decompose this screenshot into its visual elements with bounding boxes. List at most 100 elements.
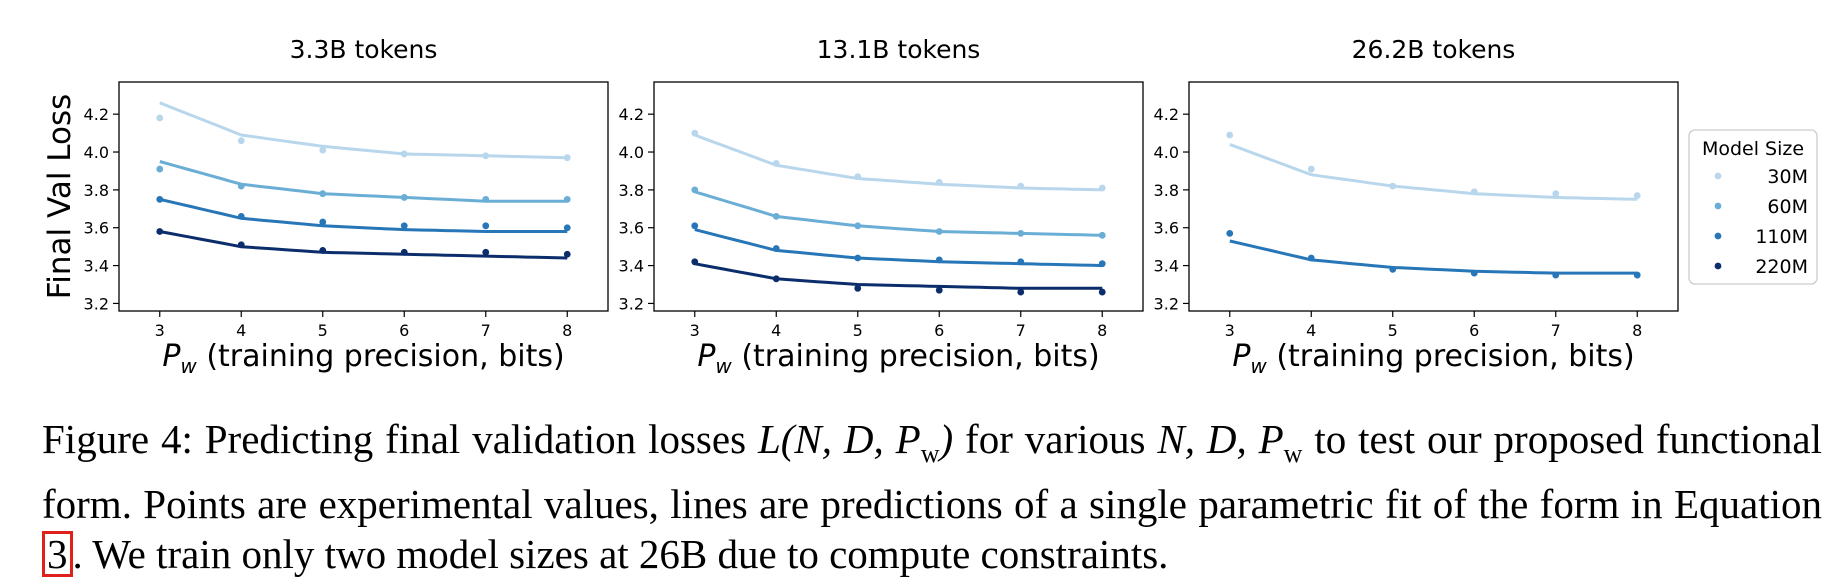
data-point-30m (319, 146, 327, 154)
x-tick-label: 3 (1225, 321, 1235, 340)
y-tick-label: 3.6 (84, 219, 109, 238)
data-point-110m (1470, 269, 1478, 277)
caption-text: . We train only two model sizes at 26B d… (72, 531, 1169, 578)
y-tick-label: 3.8 (84, 181, 109, 200)
figure-caption: Figure 4: Predicting final validation lo… (42, 414, 1822, 579)
fit-line-60m (159, 160, 568, 203)
data-point-30m (237, 137, 245, 145)
y-tick-label: 4.0 (84, 143, 109, 162)
data-point-30m (854, 173, 862, 181)
x-tick-label: 3 (155, 321, 165, 340)
panel-title: 13.1B tokens (817, 35, 981, 64)
data-point-110m (1552, 271, 1560, 279)
data-point-110m (1389, 265, 1397, 273)
plot-frame (653, 81, 1144, 312)
data-point-220m (935, 286, 943, 294)
x-axis-label: Pw (training precision, bits) (162, 339, 564, 378)
data-point-60m (1098, 231, 1106, 239)
y-tick-label: 3.4 (1154, 257, 1179, 276)
y-tick-label: 4.0 (1154, 143, 1179, 162)
caption-text: for various (953, 416, 1158, 462)
data-point-110m (1226, 230, 1234, 237)
data-point-220m (400, 248, 408, 256)
panel-title: 3.3B tokens (290, 35, 438, 64)
x-tick-label: 5 (853, 321, 863, 340)
x-tick-label: 5 (318, 321, 328, 340)
legend-marker (1714, 262, 1722, 270)
x-tick-label: 6 (399, 321, 409, 340)
x-tick-label: 8 (1632, 321, 1642, 340)
y-tick-label: 3.8 (619, 181, 644, 200)
caption-math: N, D, Pw (1157, 416, 1303, 469)
data-point-60m (772, 212, 780, 220)
x-tick-label: 4 (236, 321, 246, 340)
data-point-60m (237, 182, 245, 190)
caption-label: Figure 4: (42, 416, 193, 462)
data-point-220m (1098, 288, 1106, 296)
data-point-30m (1017, 182, 1025, 190)
data-point-30m (1307, 165, 1315, 173)
data-point-220m (319, 247, 327, 254)
data-point-220m (854, 284, 862, 292)
data-point-110m (563, 224, 571, 232)
data-point-30m (1552, 190, 1560, 198)
y-tick-label: 3.6 (619, 219, 644, 238)
data-point-30m (1633, 192, 1641, 199)
fit-line-110m (694, 228, 1103, 268)
plot-frame (1188, 81, 1679, 312)
equation-reference-link[interactable]: 3 (42, 531, 73, 578)
caption-text: to test our proposed functional form. Po… (42, 416, 1822, 528)
data-point-220m (691, 258, 699, 266)
data-point-60m (691, 186, 699, 194)
data-point-220m (237, 241, 245, 249)
caption-math: L(N, D, Pw) (757, 416, 954, 469)
fit-line-30m (159, 101, 568, 160)
x-tick-label: 6 (934, 321, 944, 340)
y-tick-label: 3.2 (619, 294, 644, 313)
data-point-30m (935, 178, 943, 186)
data-point-110m (1633, 271, 1641, 279)
plot-frame (118, 81, 609, 312)
data-point-60m (400, 194, 408, 201)
x-tick-label: 7 (481, 321, 491, 340)
data-point-30m (400, 150, 408, 158)
x-axis-label: Pw (training precision, bits) (1232, 339, 1634, 378)
figure: 3.3B tokens 3.2 3.4 3.6 3.8 4.0 4.2 3 4 5 6 7 8 Pw (t… (42, 35, 1818, 378)
legend-label: 220M (1755, 256, 1808, 278)
caption-text: Predicting final validation losses (192, 416, 758, 462)
x-tick-label: 7 (1016, 321, 1026, 340)
y-tick-label: 3.2 (84, 294, 109, 313)
data-point-60m (563, 195, 571, 203)
x-tick-label: 5 (1388, 321, 1398, 340)
x-tick-label: 4 (771, 321, 781, 340)
data-point-110m (319, 218, 327, 226)
data-point-30m (1470, 188, 1478, 196)
y-tick-label: 4.2 (619, 105, 644, 124)
legend-box (1688, 129, 1818, 285)
y-axis-label: Final Val Loss (42, 94, 78, 300)
fit-line-110m (1229, 239, 1638, 275)
data-point-30m (691, 129, 699, 137)
legend-label: 30M (1767, 166, 1808, 188)
legend-marker (1714, 202, 1722, 210)
legend-marker (1714, 172, 1722, 180)
x-tick-label: 4 (1306, 321, 1316, 340)
data-point-110m (691, 222, 699, 230)
data-point-110m (237, 212, 245, 220)
x-tick-label: 8 (562, 321, 572, 340)
data-point-30m (1226, 131, 1234, 139)
data-point-60m (1017, 230, 1025, 237)
fit-line-30m (1229, 143, 1638, 201)
legend-title: Model Size (1702, 138, 1804, 160)
legend-label: 60M (1767, 196, 1808, 218)
data-point-110m (854, 254, 862, 262)
data-point-60m (935, 228, 943, 235)
y-tick-label: 3.8 (1154, 181, 1179, 200)
data-point-110m (156, 195, 164, 203)
data-point-220m (482, 248, 490, 256)
data-point-220m (772, 275, 780, 283)
legend-marker (1714, 232, 1722, 240)
data-point-60m (156, 165, 164, 173)
y-tick-label: 4.0 (619, 143, 644, 162)
data-point-220m (156, 228, 164, 235)
